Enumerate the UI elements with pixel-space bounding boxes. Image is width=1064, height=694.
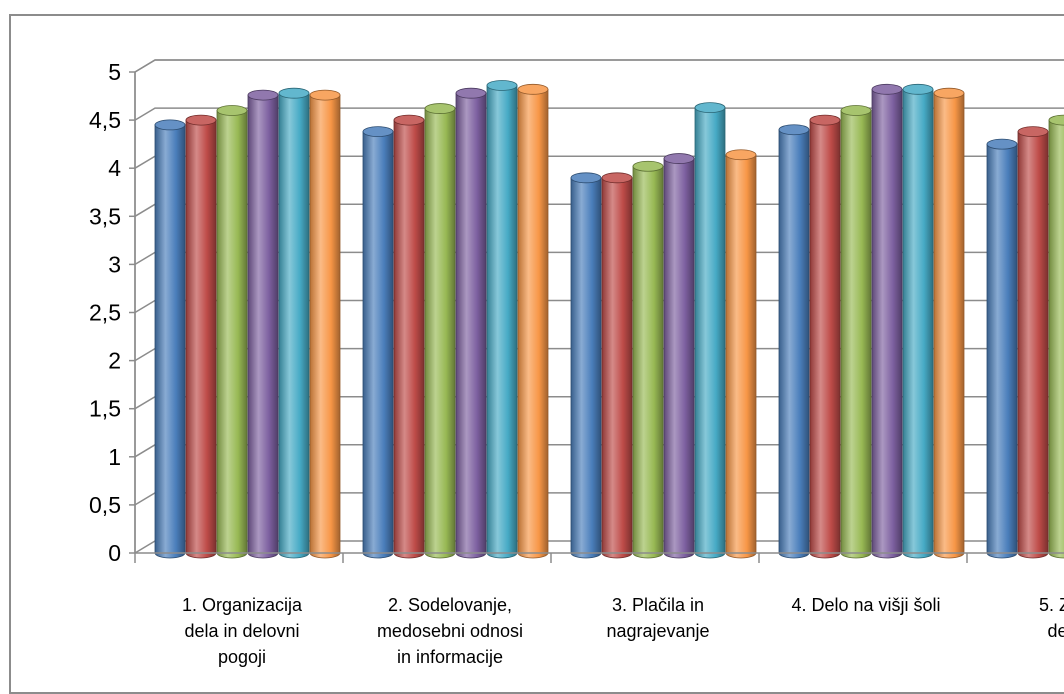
bar [455,87,487,559]
gridline [134,59,1064,73]
y-axis: 0 0,5 1 1,5 2 2,5 3 3,5 4 4,5 5 [89,59,136,566]
bar [840,105,872,559]
bar [570,172,602,559]
y-tick-label: 4,5 [89,107,121,133]
bar [362,126,394,559]
bar [809,114,841,559]
y-tick-label: 4 [108,155,121,181]
bar [216,105,248,559]
bar [986,138,1018,559]
gridline [134,107,1064,121]
bar [778,124,810,559]
y-tick-label: 0,5 [89,492,121,518]
bar [517,83,549,559]
bar [185,114,217,559]
y-tick-label: 1 [108,444,121,470]
bar [154,119,186,559]
bar [663,153,695,559]
y-tick-label: 2,5 [89,300,121,326]
bar [486,80,518,559]
bar [871,83,903,559]
y-tick-label: 0 [108,540,121,566]
x-tick-label: 2. Sodelovanje, medosebni odnosi in inform… [377,595,523,667]
bar [933,87,965,559]
y-tick-label: 2 [108,348,121,374]
x-tick-label: 1. Organizacija dela in delovni pogoji [182,595,303,667]
y-tick-label: 3,5 [89,203,121,229]
bar-chart: 0 0,5 1 1,5 2 2,5 3 3,5 4 4,5 5 1. Organizacija del… [89,59,1064,667]
y-tick-label: 5 [108,59,121,85]
bar [1048,114,1064,559]
bar [424,103,456,559]
bar [278,87,310,559]
x-tick-label: 5. Zadovdelovn [1039,595,1064,641]
bars-group [154,80,1064,559]
bar [725,149,757,559]
bar [247,89,279,559]
bar [601,172,633,559]
y-tick-label: 3 [108,251,121,277]
bar [309,89,341,559]
y-tick-label: 1,5 [89,396,121,422]
x-axis: 1. Organizacija dela in delovni pogoji 2. S… [134,552,1064,667]
bar [902,83,934,559]
bar [694,102,726,559]
bar [632,160,664,559]
bar [1017,126,1049,559]
bar [393,114,425,559]
x-tick-label: 3. Plačila in nagrajevanje [606,595,709,641]
x-tick-label: 4. Delo na višji šoli [791,595,940,615]
